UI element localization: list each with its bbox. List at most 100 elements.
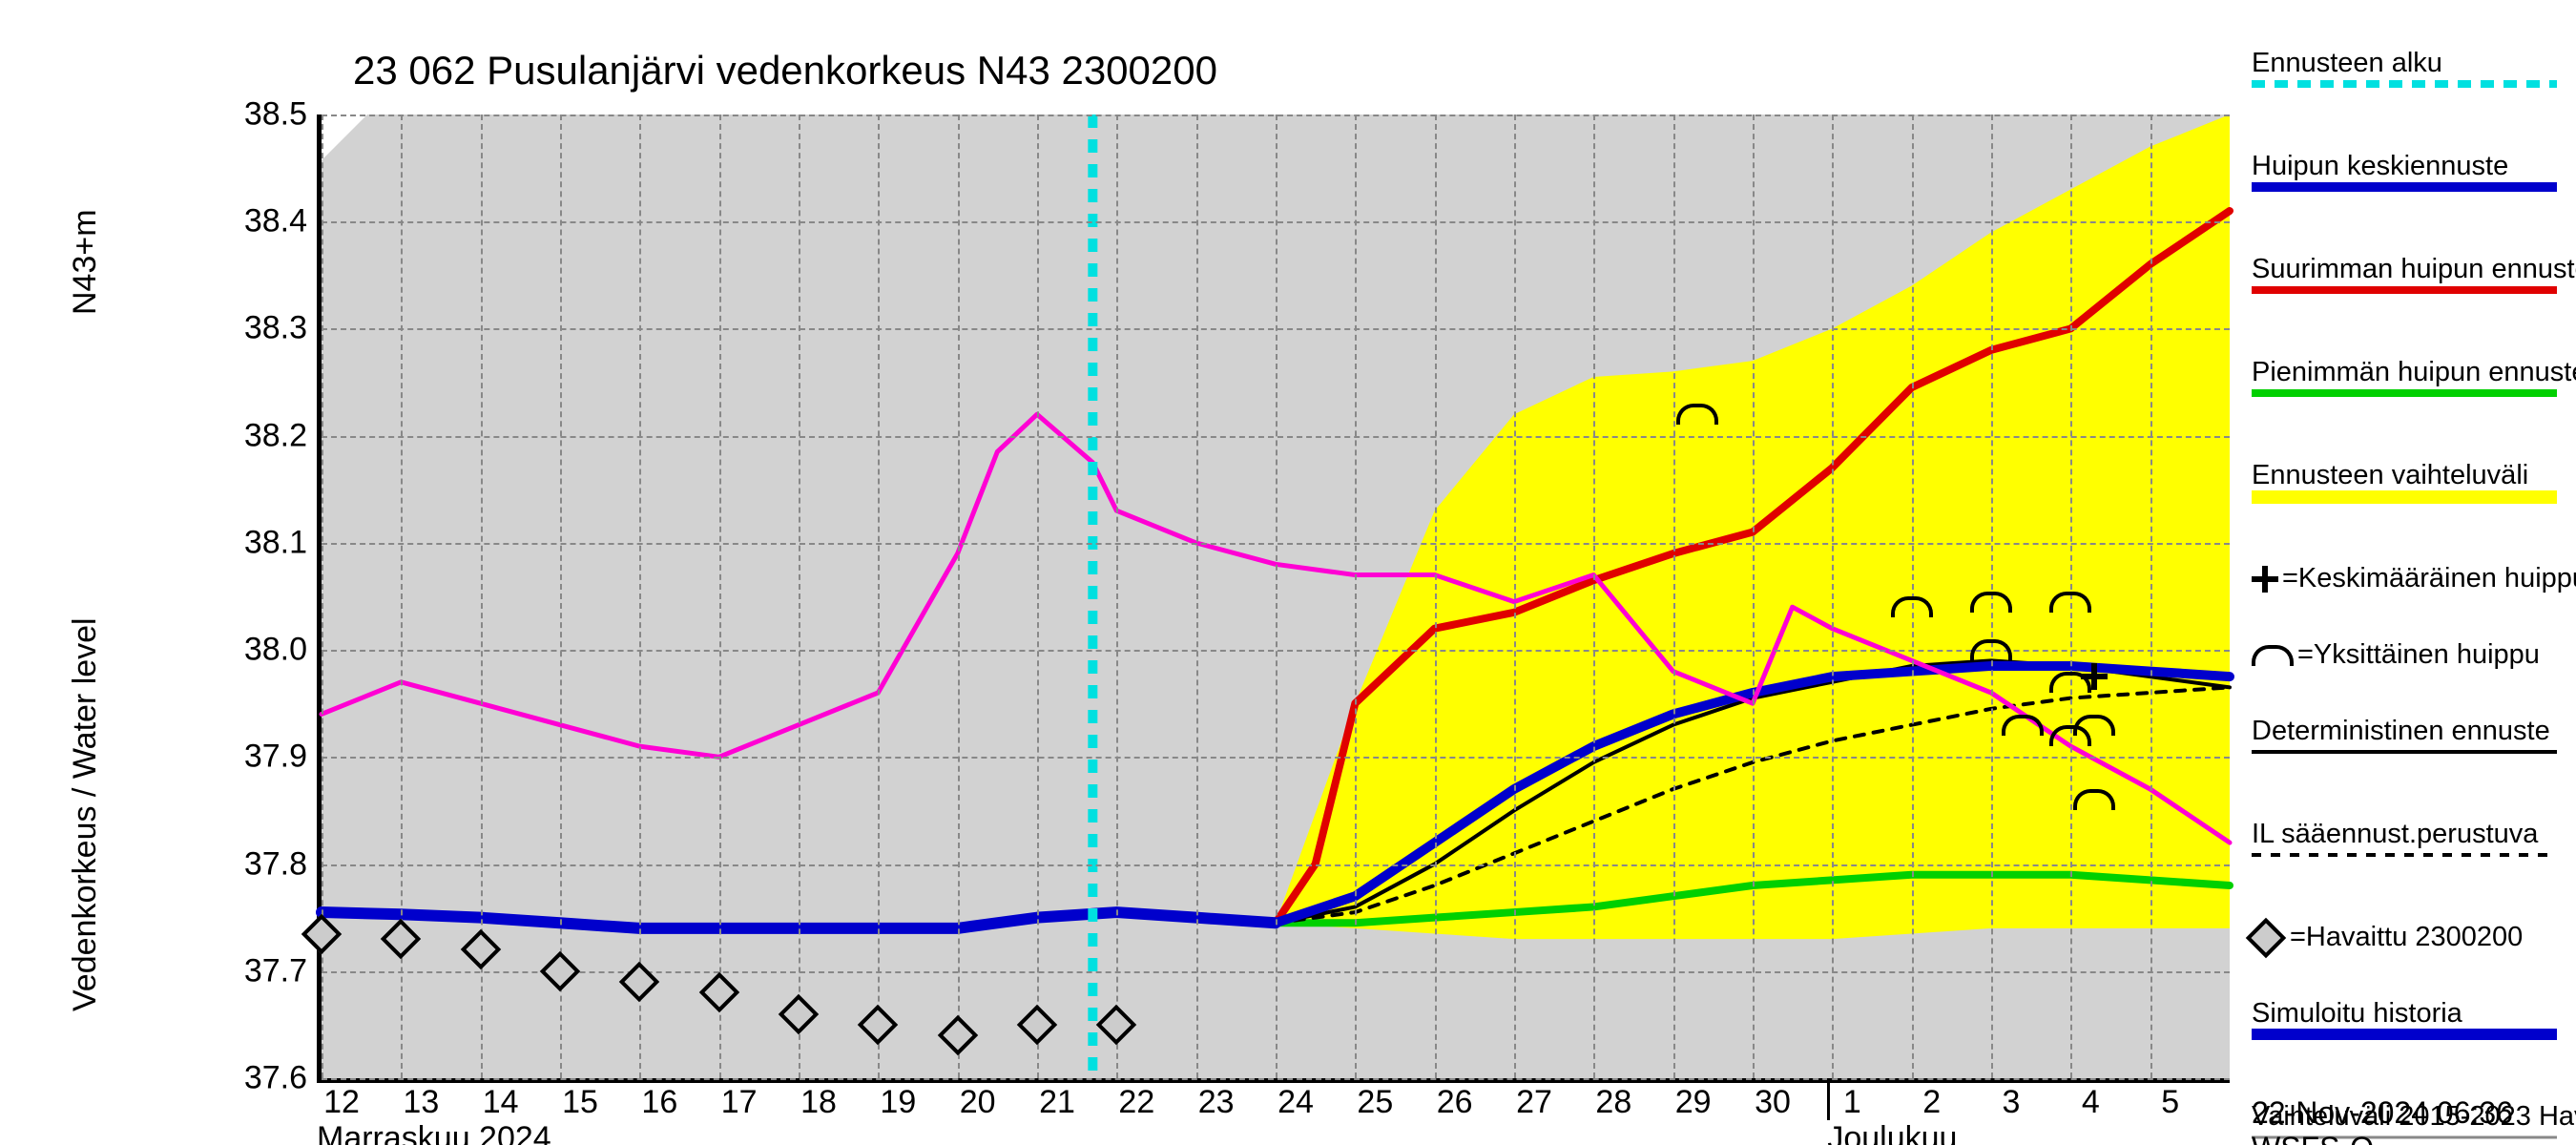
legend-item: =Havaittu 2300200 [2252,920,2566,958]
legend-swatch [2252,387,2557,403]
gridline-v [639,114,641,1078]
legend-swatch [2252,490,2557,506]
y-axis-label-unit: N43+m [67,209,104,315]
legend: Ennusteen alku Huipun keskiennuste Suurimm… [2252,46,2566,906]
legend-swatch [2252,746,2557,761]
month-label-1-fi: Marraskuu 2024 [317,1120,551,1145]
y-tick-label: 38.0 [221,632,307,669]
legend-item: Pienimmän huipun ennuste [2252,355,2566,406]
peak-marker-arc [2002,715,2044,736]
x-tick-label: 27 [1516,1084,1552,1121]
gridline-v [799,114,800,1078]
peak-marker-arc [1891,596,1933,617]
peak-marker-arc [2073,715,2115,736]
gridline-v [1673,114,1675,1078]
gridline-v [958,114,960,1078]
gridline-v [1593,114,1595,1078]
x-tick-label: 18 [800,1084,837,1121]
legend-item: Huipun keskiennuste [2252,149,2566,200]
x-tick-label: 21 [1039,1084,1075,1121]
y-tick-label: 38.1 [221,524,307,561]
legend-item: =Yksittäinen huippu [2252,637,2566,676]
peak-marker-arc [2073,789,2115,810]
gridline-v [1753,114,1755,1078]
x-tick-label: 4 [2082,1084,2100,1121]
gridline-v [1116,114,1118,1078]
legend-label: =Havaittu 2300200 [2252,920,2523,954]
x-tick-label: 24 [1278,1084,1314,1121]
y-tick-label: 37.7 [221,952,307,989]
legend-label: Deterministinen ennuste [2252,714,2550,748]
legend-label: =Keskimääräinen huippu [2252,561,2576,595]
x-tick-label: 13 [403,1084,439,1121]
gridline-v [878,114,880,1078]
legend-label: Pienimmän huipun ennuste [2252,355,2576,389]
legend-swatch [2252,1029,2557,1044]
y-axis-label-main: Vedenkorkeus / Water level [67,617,104,1011]
y-tick-label: 38.2 [221,417,307,454]
gridline-v [560,114,562,1078]
legend-swatch [2252,284,2557,300]
legend-label: Ennusteen alku [2252,46,2442,80]
legend-item: Deterministinen ennuste [2252,714,2566,765]
legend-swatch [2252,78,2557,94]
gridline-v [1355,114,1357,1078]
x-tick-label: 20 [960,1084,996,1121]
plot-area [317,114,2230,1083]
gridline-v [1276,114,1278,1078]
x-tick-label: 3 [2003,1084,2021,1121]
legend-item: IL sääennust.perustuva [2252,817,2566,868]
y-tick-label: 37.9 [221,739,307,776]
y-tick-label: 37.6 [221,1060,307,1097]
y-tick-label: 38.4 [221,203,307,240]
x-tick-label: 14 [483,1084,519,1121]
chart-container: 23 062 Pusulanjärvi vedenkorkeus N43 230… [0,0,2576,1145]
gridline-v [1196,114,1198,1078]
legend-item: Suurimman huipun ennuste [2252,252,2566,303]
legend-item: =Keskimääräinen huippu [2252,561,2566,599]
x-tick-label: 2 [1922,1084,1941,1121]
diamond-icon [2246,918,2286,958]
y-tick-label: 37.8 [221,845,307,883]
plus-icon [2252,566,2278,593]
peak-marker-arc [2049,592,2091,613]
legend-label: Huipun keskiennuste [2252,149,2508,183]
legend-swatch [2252,849,2557,864]
legend-item: Ennusteen vaihteluväli [2252,458,2566,510]
peak-marker-arc [1970,639,2012,660]
x-tick-label: 30 [1755,1084,1791,1121]
x-tick-label: 23 [1198,1084,1235,1121]
gridline-v [1037,114,1039,1078]
peak-marker-arc [1970,592,2012,613]
legend-item: Ennusteen alku [2252,46,2566,97]
x-tick-label: 1 [1843,1084,1861,1121]
y-tick-label: 38.3 [221,310,307,347]
legend-label: =Yksittäinen huippu [2252,637,2540,672]
legend-item: Simuloitu historia [2252,996,2566,1048]
arc-icon [2252,645,2294,666]
gridline-h [322,1078,2230,1080]
x-tick-label: 19 [880,1084,916,1121]
gridline-v [719,114,721,1078]
x-tick-label: 25 [1357,1084,1393,1121]
peak-marker-plus [2081,663,2108,690]
peak-marker-arc [1676,404,1718,425]
legend-label: Suurimman huipun ennuste [2252,252,2576,286]
x-tick-label: 16 [641,1084,677,1121]
x-tick-label: 5 [2161,1084,2179,1121]
x-tick-label: 12 [323,1084,360,1121]
x-tick-label: 28 [1595,1084,1631,1121]
month-divider [1827,1078,1830,1120]
y-tick-label: 38.5 [221,96,307,134]
gridline-v [2150,114,2152,1078]
gridline-v [1514,114,1516,1078]
x-tick-label: 22 [1118,1084,1154,1121]
legend-label: Ennusteen vaihteluväli [2252,458,2528,492]
legend-swatch [2252,181,2557,197]
x-tick-label: 17 [721,1084,758,1121]
chart-title: 23 062 Pusulanjärvi vedenkorkeus N43 230… [353,48,1217,94]
gridline-v [1435,114,1437,1078]
x-tick-label: 15 [562,1084,598,1121]
legend-label: Simuloitu historia [2252,996,2462,1030]
x-tick-label: 29 [1675,1084,1712,1121]
